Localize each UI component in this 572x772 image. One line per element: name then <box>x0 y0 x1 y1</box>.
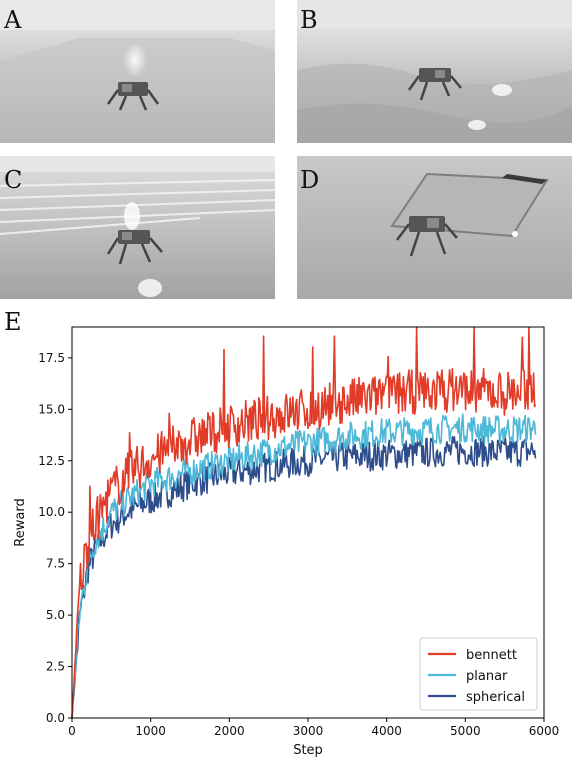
y-tick-label: 15.0 <box>38 402 65 416</box>
robot-icon <box>407 68 462 101</box>
panel-pit-terrain <box>297 156 572 299</box>
x-axis-label: Step <box>293 743 323 758</box>
pit-terrain-scene <box>297 156 572 299</box>
chart-ticks: 0 1000 2000 3000 4000 5000 6000 0.0 2.5 5.0 7.5 10.… <box>38 351 559 738</box>
x-tick-label: 6000 <box>529 724 560 738</box>
rough-terrain-scene <box>297 0 572 143</box>
chart-series-group <box>71 326 537 719</box>
x-tick-label: 3000 <box>293 724 324 738</box>
series-line-spherical <box>71 435 537 719</box>
y-axis-label: Reward <box>13 498 28 546</box>
stairs-terrain-scene <box>0 156 275 299</box>
y-tick-label: 2.5 <box>46 660 65 674</box>
legend-label-spherical: spherical <box>466 690 525 705</box>
series-line-planar <box>71 413 537 717</box>
x-tick-label: 0 <box>68 724 76 738</box>
panel-letter-d: D <box>300 166 320 194</box>
x-tick-label: 5000 <box>450 724 481 738</box>
y-tick-label: 0.0 <box>46 711 65 725</box>
panel-letter-a: A <box>4 6 22 34</box>
robot-icon <box>106 82 160 111</box>
legend-box <box>419 637 538 711</box>
panel-flat-terrain <box>0 0 275 143</box>
y-tick-label: 5.0 <box>46 608 65 622</box>
panel-letter-e: E <box>4 308 22 336</box>
panel-stairs-terrain <box>0 156 275 299</box>
panel-letter-c: C <box>4 166 23 194</box>
flat-terrain-scene <box>0 0 275 143</box>
y-tick-label: 7.5 <box>46 557 65 571</box>
x-tick-label: 4000 <box>371 724 402 738</box>
reward-chart: 0 1000 2000 3000 4000 5000 6000 0.0 2.5 5.0 7.5 10.… <box>13 326 559 758</box>
robot-icon <box>396 216 458 257</box>
legend-label-bennett: bennett <box>466 648 517 663</box>
chart-legend: bennett planar spherical <box>419 637 538 711</box>
x-tick-label: 2000 <box>214 724 245 738</box>
y-tick-label: 17.5 <box>38 351 65 365</box>
panel-letter-b: B <box>300 6 318 34</box>
panel-rough-terrain <box>297 0 572 143</box>
y-tick-label: 12.5 <box>38 454 65 468</box>
x-tick-label: 1000 <box>135 724 166 738</box>
y-tick-label: 10.0 <box>38 505 65 519</box>
robot-icon <box>106 230 163 265</box>
legend-label-planar: planar <box>466 669 508 684</box>
series-line-bennett <box>71 326 537 719</box>
